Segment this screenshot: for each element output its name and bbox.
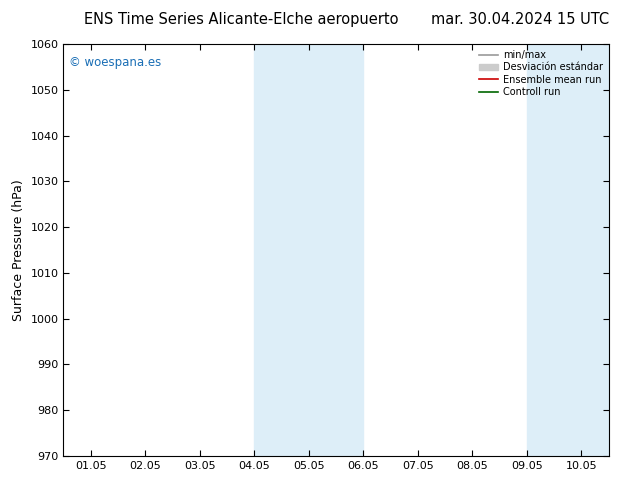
Text: mar. 30.04.2024 15 UTC: mar. 30.04.2024 15 UTC [430,12,609,27]
Bar [527,44,609,456]
Bar [254,44,363,456]
Y-axis label: Surface Pressure (hPa): Surface Pressure (hPa) [12,179,25,321]
Text: ENS Time Series Alicante-Elche aeropuerto: ENS Time Series Alicante-Elche aeropuert… [84,12,398,27]
Text: © woespana.es: © woespana.es [69,56,161,70]
Legend: min/max, Desviación estándar, Ensemble mean run, Controll run: min/max, Desviación estándar, Ensemble m… [475,46,607,101]
